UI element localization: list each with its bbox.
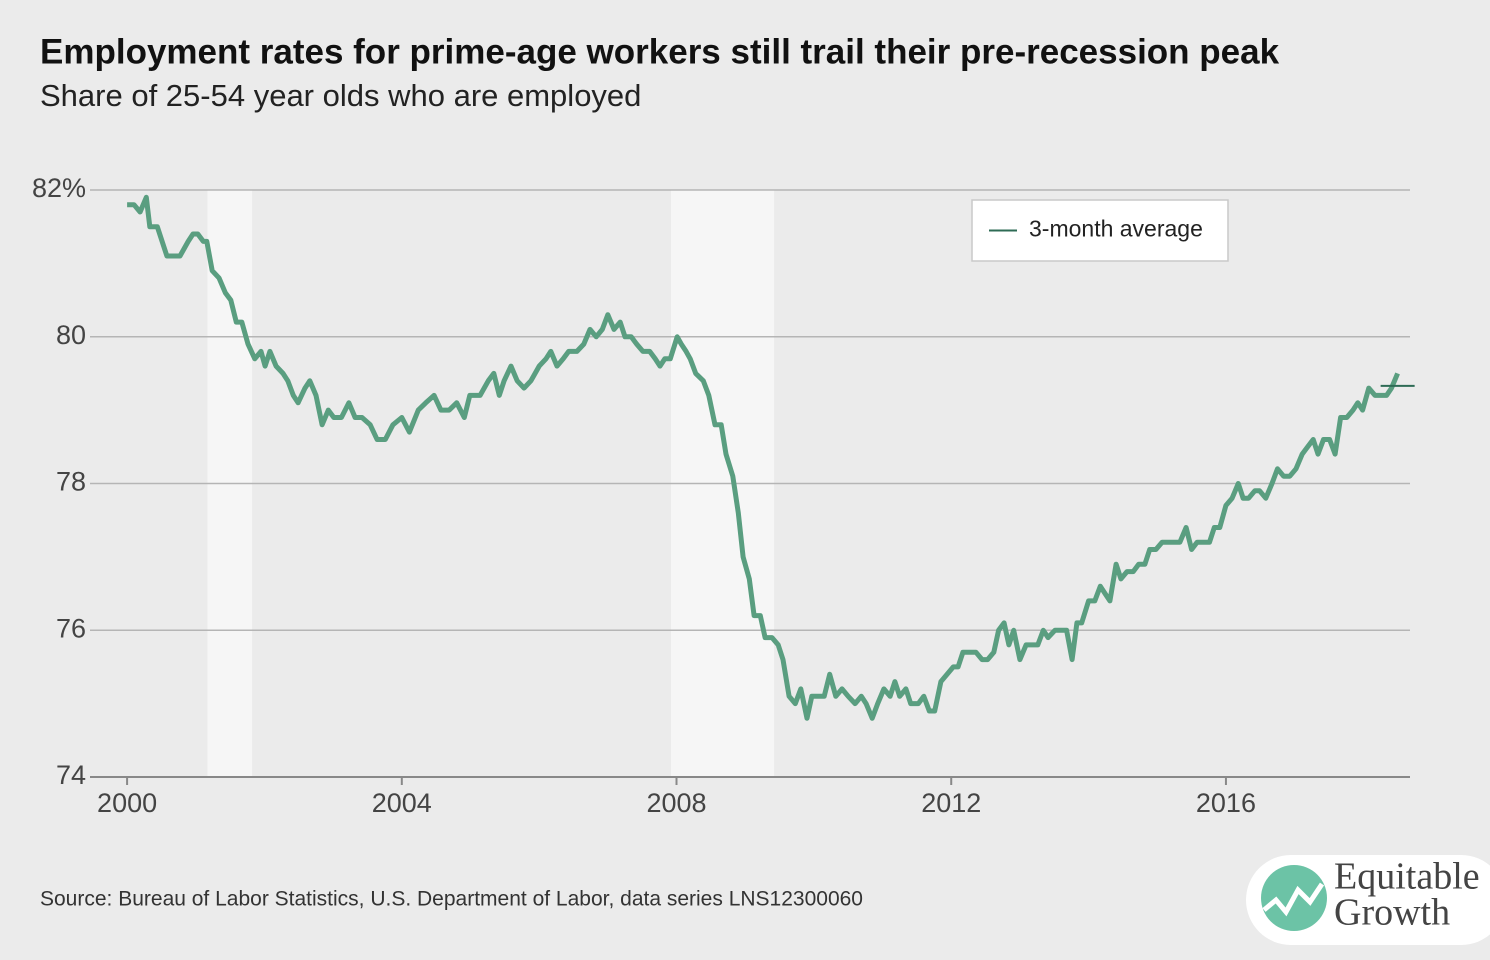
x-tick-label: 2004 bbox=[372, 788, 432, 818]
chart-title: Employment rates for prime-age workers s… bbox=[40, 32, 1280, 71]
legend-label: 3-month average bbox=[1029, 216, 1203, 242]
series-line bbox=[127, 194, 1400, 721]
x-tick-label: 2008 bbox=[646, 788, 706, 818]
y-tick-label: 76 bbox=[56, 613, 86, 643]
chart-subtitle: Share of 25-54 year olds who are employe… bbox=[40, 78, 641, 113]
y-tick-label: 80 bbox=[56, 320, 86, 350]
y-tick-label: 78 bbox=[56, 467, 86, 497]
logo-icon-line bbox=[1262, 882, 1325, 917]
x-tick-label: 2012 bbox=[921, 788, 981, 818]
logo-text: Equitable bbox=[1334, 856, 1480, 898]
source-note: Source: Bureau of Labor Statistics, U.S.… bbox=[40, 888, 863, 911]
y-tick-label: 82% bbox=[32, 173, 86, 203]
logo: Equitable Growth bbox=[1246, 855, 1490, 945]
x-tick-label: 2016 bbox=[1196, 788, 1256, 818]
logo-text: Growth bbox=[1334, 892, 1450, 934]
y-tick-label: 74 bbox=[56, 760, 86, 790]
x-tick-label: 2000 bbox=[97, 788, 157, 818]
